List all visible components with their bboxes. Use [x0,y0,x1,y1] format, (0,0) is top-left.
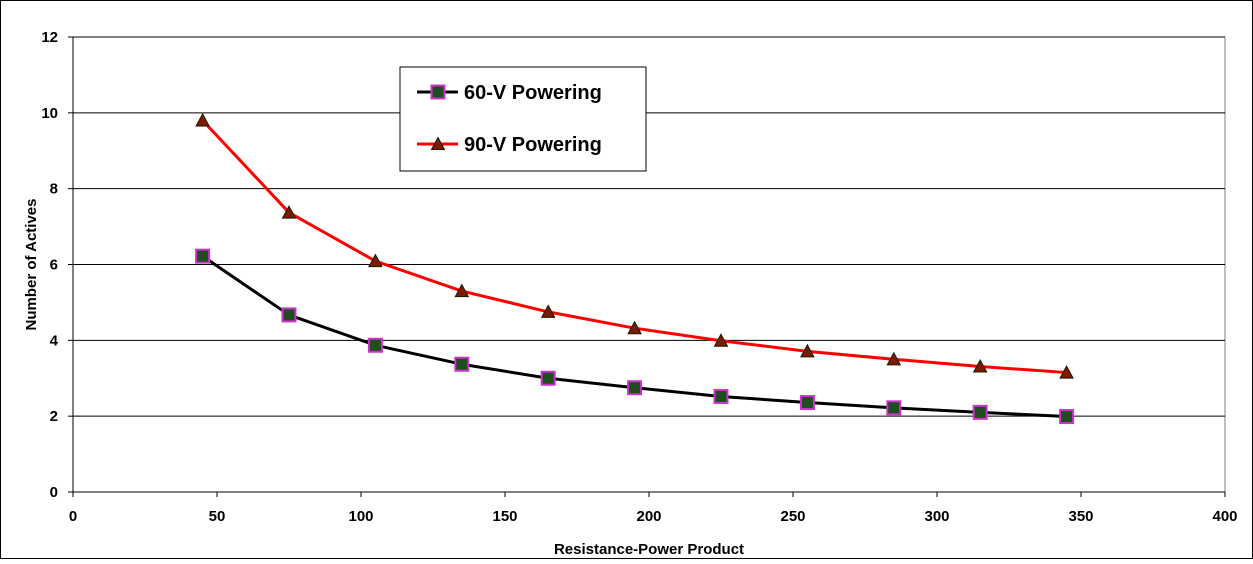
axes: 0 2 4 6 8 10 12 0 50 100 150 200 250 300 350 400 [41,29,1237,525]
data-point-0-1 [281,307,297,323]
data-point-1-4 [540,304,556,318]
x-tick-label-100: 100 [348,508,373,525]
y-tick-label-10: 10 [41,105,58,122]
data-point-1-7 [800,343,815,358]
x-tick-label-250: 250 [780,508,805,525]
legend: 60-V Powering 90-V Powering [399,66,647,172]
gridlines [73,36,1225,417]
y-tick-label-4: 4 [50,332,59,349]
data-point-0-3 [454,356,470,372]
data-point-1-2 [368,253,383,268]
data-point-0-4 [540,370,556,386]
data-point-1-5 [627,320,642,335]
data-point-1-0 [195,112,210,127]
x-tick-label-400: 400 [1212,508,1237,525]
x-tick-label-150: 150 [492,508,517,525]
legend-label-1: 90-V Powering [464,134,602,156]
x-tick-label-0: 0 [69,508,77,525]
y-tick-label-8: 8 [50,181,58,198]
y-tick-label-0: 0 [50,484,58,501]
series-1 [195,112,1074,379]
y-tick-label-6: 6 [50,257,58,274]
y-tick-label-2: 2 [50,408,58,425]
y-axis-title: Number of Actives [23,199,40,331]
x-tick-label-350: 350 [1068,508,1093,525]
data-point-0-7 [799,395,815,411]
data-point-1-1 [281,205,297,219]
data-point-1-9 [972,358,988,373]
data-point-0-0 [195,248,211,264]
data-point-0-2 [367,337,383,353]
x-tick-label-50: 50 [209,508,226,525]
series-group [195,112,1075,425]
series-0 [195,248,1075,425]
data-point-1-6 [713,333,729,347]
data-point-0-9 [972,404,988,420]
data-point-0-10 [1059,409,1075,425]
legend-marker-1 [430,136,446,151]
data-point-1-10 [1059,365,1074,379]
legend-marker-0 [430,84,446,100]
data-point-0-5 [627,380,643,396]
data-point-1-8 [886,351,902,366]
data-point-0-6 [713,388,729,404]
y-tick-label-12: 12 [41,29,58,46]
data-point-0-8 [886,400,902,416]
x-tick-label-300: 300 [924,508,949,525]
legend-box [399,66,647,172]
legend-label-0: 60-V Powering [464,82,602,104]
x-tick-label-200: 200 [636,508,661,525]
data-point-1-3 [454,283,470,298]
x-axis-title: Resistance-Power Product [554,541,744,558]
